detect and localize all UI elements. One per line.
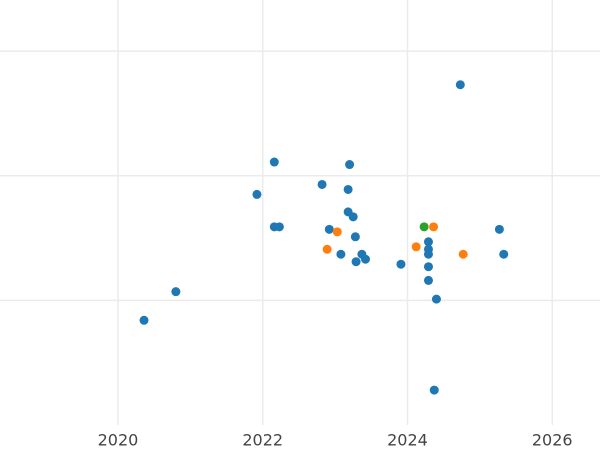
point [274,222,284,232]
point [345,160,355,170]
point [343,184,353,194]
point [252,189,262,199]
point [431,294,441,304]
point [411,242,421,252]
point [423,262,433,272]
x-tick-label: 2022 [242,431,283,450]
x-tick-label: 2020 [98,431,139,450]
point [171,287,181,297]
point [396,259,406,269]
point [494,224,504,234]
point [423,237,433,247]
point [423,249,433,259]
point [350,232,360,242]
point [423,275,433,285]
point [322,244,332,254]
x-tick-label: 2026 [532,431,573,450]
point [348,212,358,222]
point [455,80,465,90]
point [429,385,439,395]
point [361,254,371,264]
point [499,249,509,259]
point [317,179,327,189]
point [269,157,279,167]
x-tick-label: 2024 [387,431,428,450]
point [351,257,361,267]
point [332,227,342,237]
point [324,224,334,234]
point [336,249,346,259]
point [419,222,429,232]
point [458,249,468,259]
point [139,315,149,325]
point [429,222,439,232]
